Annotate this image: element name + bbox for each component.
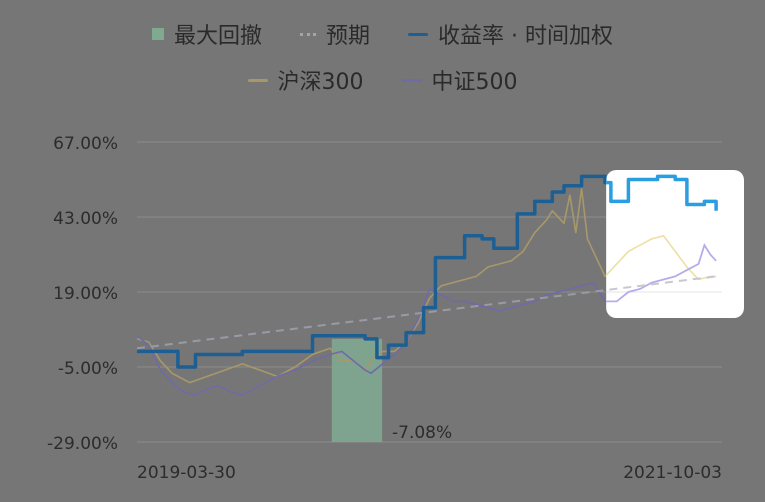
legend-swatch-csi300	[247, 78, 268, 82]
highlight-panel-bg	[606, 170, 744, 318]
y-tick-label: 67.00%	[53, 134, 118, 154]
highlight-line-csi500	[606, 242, 717, 318]
x-axis-ticks: 2019-03-30 2021-10-03	[137, 463, 722, 483]
highlight-panel-content	[606, 174, 722, 318]
x-tick-label-start: 2019-03-30	[137, 463, 236, 483]
legend-swatch-expected	[300, 32, 316, 36]
highlight-line-return-rate	[606, 174, 718, 318]
legend-label-expected: 预期	[326, 24, 371, 49]
legend-label-max-drawdown: 最大回撤	[173, 24, 262, 49]
highlight-line-csi300	[606, 188, 717, 318]
legend-item-return-rate[interactable]: 收益率 · 时间加权	[408, 18, 613, 50]
legend-swatch-return-rate	[408, 32, 429, 36]
y-tick-label: 19.00%	[53, 284, 118, 304]
max-drawdown-label: -7.08%	[392, 423, 452, 443]
max-drawdown-bar	[331, 338, 383, 442]
legend-label-return-rate: 收益率 · 时间加权	[438, 24, 613, 49]
legend-item-csi300[interactable]: 沪深300	[247, 64, 364, 96]
legend-row-1: 最大回撤 预期 收益率 · 时间加权	[0, 18, 765, 50]
y-tick-label: 43.00%	[53, 209, 118, 229]
legend-row-2: 沪深300 中证500	[0, 64, 765, 96]
legend-item-csi500[interactable]: 中证500	[401, 64, 518, 96]
y-axis-ticks: 67.00% 43.00% 19.00% -5.00% -29.00%	[47, 134, 118, 454]
x-tick-label-end: 2021-10-03	[623, 463, 722, 483]
legend-swatch-max-drawdown	[151, 28, 164, 40]
legend-label-csi500: 中证500	[431, 70, 518, 95]
y-tick-label: -5.00%	[58, 359, 118, 379]
max-drawdown-region	[331, 338, 383, 442]
legend-label-csi300: 沪深300	[277, 70, 364, 95]
y-tick-label: -29.00%	[47, 434, 118, 454]
legend-item-max-drawdown[interactable]: 最大回撤	[151, 18, 262, 50]
legend-swatch-csi500	[401, 78, 422, 82]
highlight-panel[interactable]	[137, 170, 744, 395]
legend-item-expected[interactable]: 预期	[300, 18, 370, 50]
